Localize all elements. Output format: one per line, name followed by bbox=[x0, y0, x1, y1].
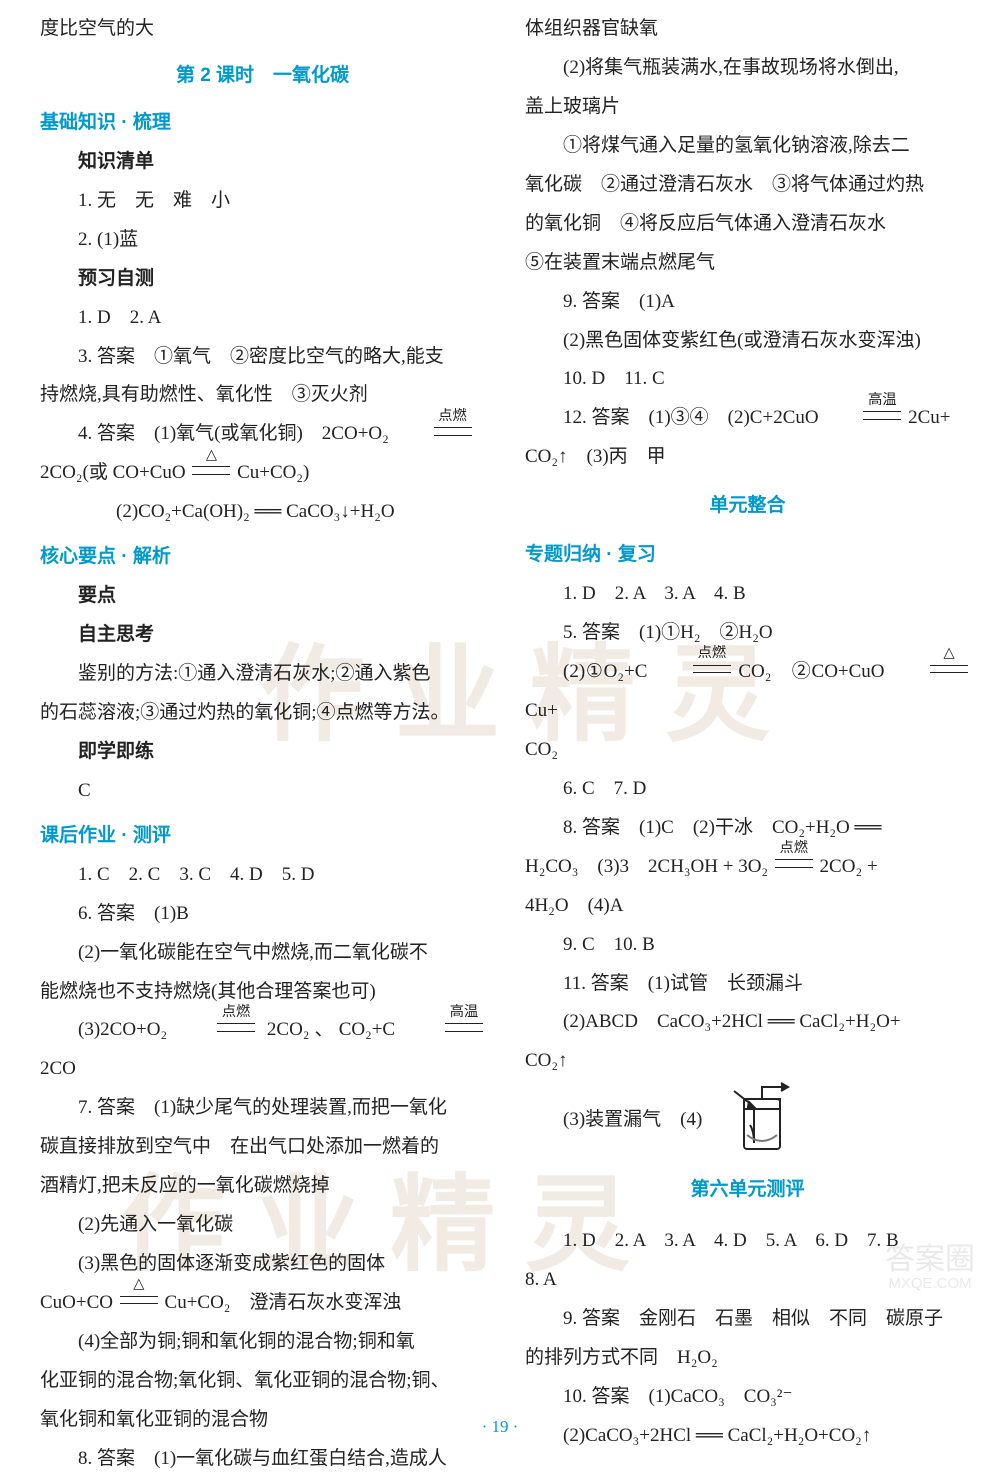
answer-line: 的排列方式不同 H₂O₂ bbox=[525, 1339, 970, 1378]
answer-line: 1. 无 无 难 小 bbox=[40, 182, 485, 221]
reaction-condition: △ bbox=[206, 441, 217, 470]
section-heading: 专题归纳 · 复习 bbox=[525, 536, 970, 575]
answer-line: 5. 答案 (1)①H₂ ②H₂O bbox=[525, 614, 970, 653]
text-line: 度比空气的大 bbox=[40, 10, 485, 49]
equation-text: 12. 答案 (1)③④ (2)C+2CuO bbox=[563, 407, 823, 428]
reaction-condition: 点燃 bbox=[184, 998, 251, 1027]
answer-line: 体组织器官缺氧 bbox=[525, 10, 970, 49]
answer-line: 的石蕊溶液;③通过灼热的氧化铜;④点燃等方法。 bbox=[40, 694, 485, 733]
answer-line: CO₂↑ bbox=[525, 1042, 970, 1081]
equation-text: 4. 答案 (1)氧气(或氧化铜) 2CO+O₂ bbox=[78, 423, 394, 444]
answer-line: 氧化碳 ②通过澄清石灰水 ③将气体通过灼热 bbox=[525, 166, 970, 205]
answer-line: 盖上玻璃片 bbox=[525, 88, 970, 127]
section-heading: 基础知识 · 梳理 bbox=[40, 104, 485, 143]
equation-text: Cu+ bbox=[525, 700, 558, 721]
answer-line: (4)全部为铜;铜和氧化铜的混合物;铜和氧 bbox=[40, 1323, 485, 1362]
answer-line: 7. 答案 (1)缺少尾气的处理装置,而把一氧化 bbox=[40, 1089, 485, 1128]
equation-line: 2CO₂(或 CO+CuO △ Cu+CO₂) bbox=[40, 454, 485, 493]
answer-line: 1. D 2. A 3. A 4. B bbox=[525, 575, 970, 614]
sub-heading: 即学即练 bbox=[40, 733, 485, 772]
answer-line: (2)先通入一氧化碳 bbox=[40, 1206, 485, 1245]
answer-line: (2)一氧化碳能在空气中燃烧,而二氧化碳不 bbox=[40, 934, 485, 973]
answer-line: 碳直接排放到空气中 在出气口处添加一燃着的 bbox=[40, 1128, 485, 1167]
answer-line: 2. (1)蓝 bbox=[40, 221, 485, 260]
equation-text: CuO+CO bbox=[40, 1292, 118, 1313]
answer-line: 4H₂O (4)A bbox=[525, 887, 970, 926]
equation-line: 12. 答案 (1)③④ (2)C+2CuO 高温 2Cu+ bbox=[525, 399, 970, 438]
answer-line: 1. C 2. C 3. C 4. D 5. D bbox=[40, 856, 485, 895]
reaction-condition: 点燃 bbox=[780, 834, 809, 863]
answer-line: 8. A bbox=[525, 1261, 970, 1300]
equation-line: (2)CO₂+Ca(OH)₂ ══ CaCO₃↓+H₂O bbox=[40, 493, 485, 532]
reaction-condition: 点燃 bbox=[660, 639, 727, 668]
answer-line: 11. 答案 (1)试管 长颈漏斗 bbox=[525, 965, 970, 1004]
answer-line: 鉴别的方法:①通入澄清石灰水;②通入紫色 bbox=[40, 655, 485, 694]
answer-line: ⑤在装置末端点燃尾气 bbox=[525, 244, 970, 283]
answer-line: C bbox=[40, 772, 485, 811]
reaction-condition: △ bbox=[133, 1270, 144, 1299]
equation-line: (2)①O₂+C 点燃 CO₂ ②CO+CuO △ Cu+ bbox=[525, 653, 970, 731]
equation-line: 4. 答案 (1)氧气(或氧化铜) 2CO+O₂ 点燃 bbox=[40, 415, 485, 454]
lesson-title: 第 2 课时 一氧化碳 bbox=[40, 57, 485, 96]
equation-text: (2)①O₂+C bbox=[563, 661, 653, 682]
equation-text: Cu+CO₂) bbox=[232, 462, 309, 483]
equation-line: H₂CO₃ (3)3 2CH₃OH + 3O₂ 点燃 2CO₂ + bbox=[525, 848, 970, 887]
equation-text: 2CO₂、CO₂+C bbox=[257, 1019, 405, 1040]
answer-line: 的氧化铜 ④将反应后气体通入澄清石灰水 bbox=[525, 205, 970, 244]
right-column: 体组织器官缺氧 (2)将集气瓶装满水,在事故现场将水倒出, 盖上玻璃片 ①将煤气… bbox=[525, 10, 970, 1377]
equation-text: 2CO₂ + bbox=[815, 856, 878, 877]
equation-line: (2)ABCD CaCO₃+2HCl ══ CaCl₂+H₂O+ bbox=[525, 1003, 970, 1042]
equation-text: CO₂ ②CO+CuO bbox=[733, 661, 890, 682]
answer-line: 9. C 10. B bbox=[525, 926, 970, 965]
section-heading: 核心要点 · 解析 bbox=[40, 538, 485, 577]
answer-line: ①将煤气通入足量的氢氧化钠溶液,除去二 bbox=[525, 127, 970, 166]
answer-line: 1. D 2. A bbox=[40, 299, 485, 338]
equation-text: H₂CO₃ (3)3 2CH₃OH + 3O₂ bbox=[525, 856, 773, 877]
unit-title: 单元整合 bbox=[525, 487, 970, 526]
reaction-condition: 高温 bbox=[830, 386, 897, 415]
equation-line: 8. 答案 (1)C (2)干冰 CO₂+H₂O ══ bbox=[525, 809, 970, 848]
answer-line: 酒精灯,把未反应的一氧化碳燃烧掉 bbox=[40, 1167, 485, 1206]
answer-line: CO₂ bbox=[525, 731, 970, 770]
section-heading: 课后作业 · 测评 bbox=[40, 817, 485, 856]
equation-text: Cu+CO₂ 澄清石灰水变浑浊 bbox=[160, 1292, 402, 1313]
gas-collection-diagram-icon bbox=[714, 1081, 804, 1159]
page-number: · 19 · bbox=[0, 1417, 1000, 1437]
sub-heading: 自主思考 bbox=[40, 616, 485, 655]
diagram-line: (3)装置漏气 (4) bbox=[525, 1081, 970, 1159]
answer-line: 1. D 2. A 3. A 4. D 5. A 6. D 7. B bbox=[525, 1222, 970, 1261]
answer-line: 6. 答案 (1)B bbox=[40, 895, 485, 934]
answer-line: 3. 答案 ①氧气 ②密度比空气的略大,能支 bbox=[40, 338, 485, 377]
left-column: 度比空气的大 第 2 课时 一氧化碳 基础知识 · 梳理 知识清单 1. 无 无… bbox=[40, 10, 485, 1377]
answer-text: (3)装置漏气 (4) bbox=[525, 1101, 702, 1140]
sub-heading: 知识清单 bbox=[40, 143, 485, 182]
equation-text: 2Cu+ bbox=[903, 407, 950, 428]
answer-line: (2)将集气瓶装满水,在事故现场将水倒出, bbox=[525, 49, 970, 88]
equation-text: 2CO₂(或 CO+CuO bbox=[40, 462, 190, 483]
answer-line: 化亚铜的混合物;氧化铜、氧化亚铜的混合物;铜、 bbox=[40, 1362, 485, 1401]
answer-line: CO₂↑ (3)丙 甲 bbox=[525, 438, 970, 477]
reaction-condition: 高温 bbox=[412, 998, 479, 1027]
answer-line: 10. 答案 (1)CaCO₃ CO₃²⁻ bbox=[525, 1378, 970, 1417]
reaction-condition: △ bbox=[906, 639, 955, 668]
answer-line: (2)黑色固体变紫红色(或澄清石灰水变浑浊) bbox=[525, 322, 970, 361]
answer-line: 8. 答案 (1)一氧化碳与血红蛋白结合,造成人 bbox=[40, 1440, 485, 1479]
answer-line: 9. 答案 (1)A bbox=[525, 283, 970, 322]
equation-text: 2CO bbox=[40, 1058, 76, 1079]
answer-line: (3)黑色的固体逐渐变成紫红色的固体 bbox=[40, 1245, 485, 1284]
sub-heading: 要点 bbox=[40, 577, 485, 616]
answer-line: 10. D 11. C bbox=[525, 360, 970, 399]
equation-line: CuO+CO △ Cu+CO₂ 澄清石灰水变浑浊 bbox=[40, 1284, 485, 1323]
unit-test-title: 第六单元测评 bbox=[525, 1171, 970, 1210]
answer-line: 9. 答案 金刚石 石墨 相似 不同 碳原子 bbox=[525, 1300, 970, 1339]
equation-text: (3)2CO+O₂ bbox=[78, 1019, 177, 1040]
sub-heading: 预习自测 bbox=[40, 260, 485, 299]
answer-line: 6. C 7. D bbox=[525, 770, 970, 809]
reaction-condition: 点燃 bbox=[400, 402, 467, 431]
equation-line: (3)2CO+O₂ 点燃 2CO₂、CO₂+C 高温 2CO bbox=[40, 1011, 485, 1089]
